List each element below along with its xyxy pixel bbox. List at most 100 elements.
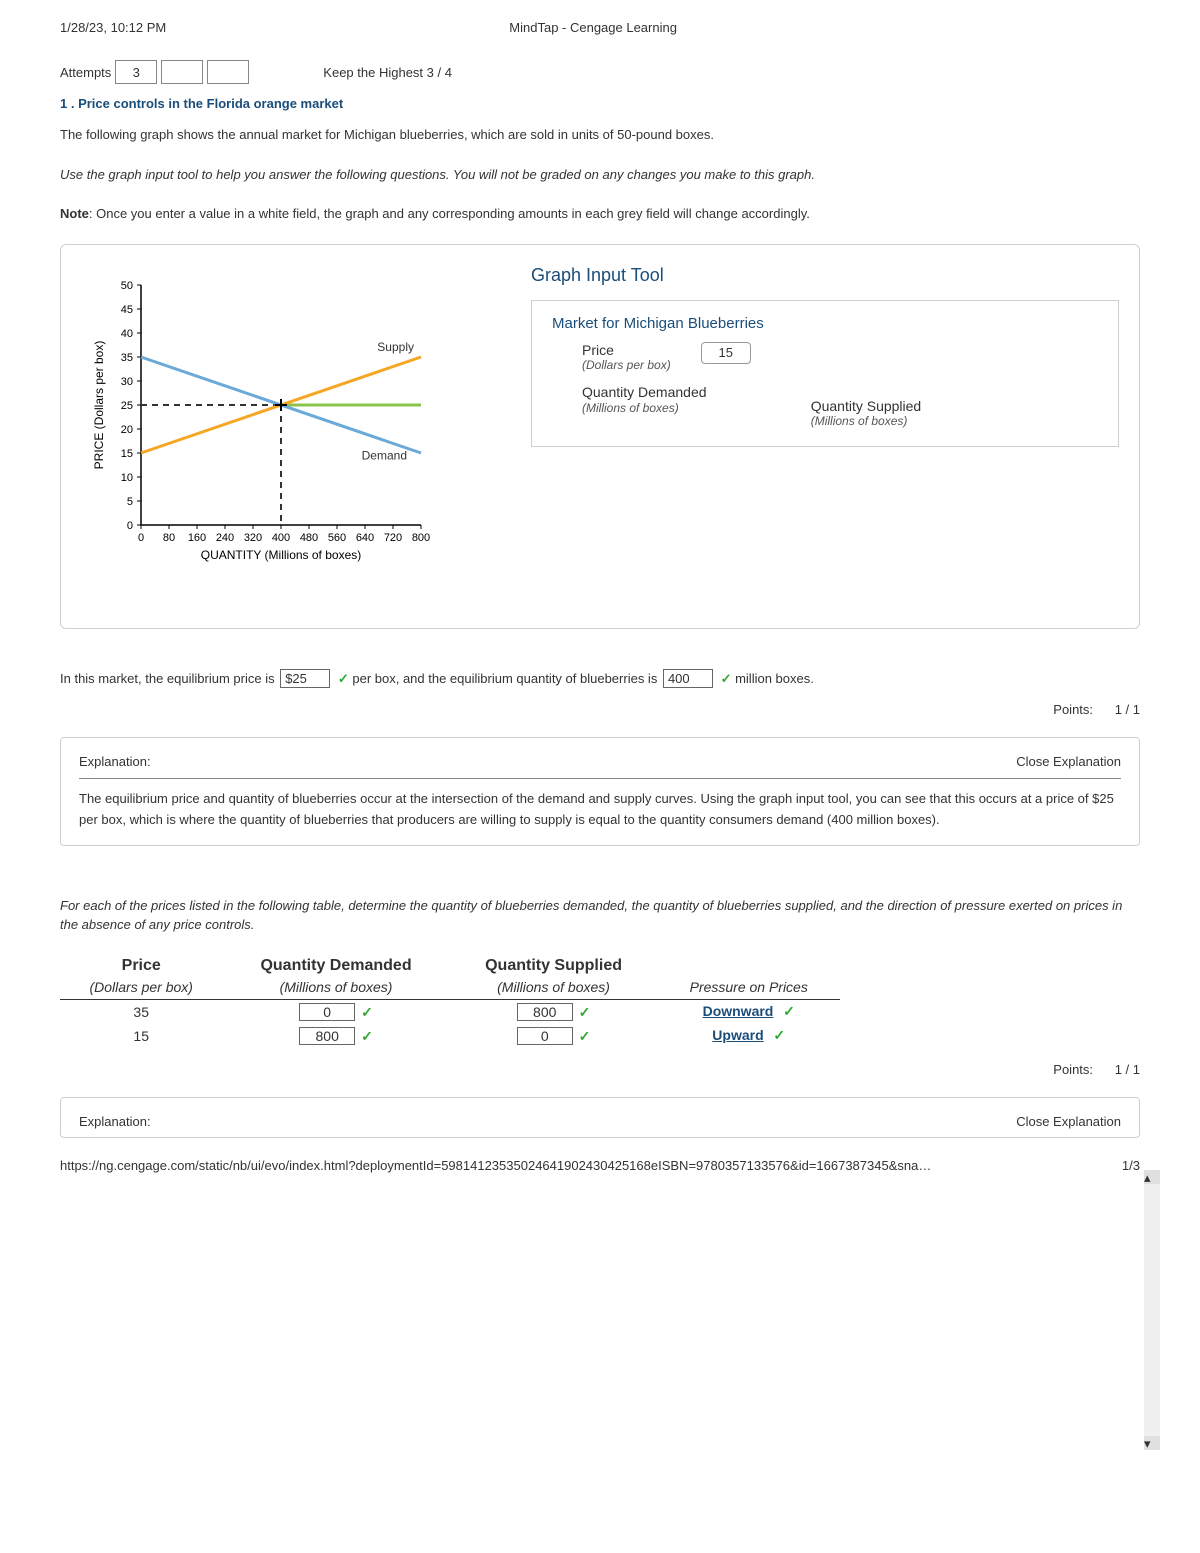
keep-highest-label: Keep the Highest 3 / 4 — [323, 65, 452, 80]
svg-text:320: 320 — [244, 532, 262, 544]
svg-text:Demand: Demand — [362, 448, 407, 462]
th-price-sub: (Dollars per box) — [60, 977, 222, 1000]
check-icon: ✓ — [579, 1004, 591, 1020]
attempts-row: Attempts 3 Keep the Highest 3 / 4 — [60, 60, 1140, 84]
inline-mid: per box, and the equilibrium quantity of… — [352, 671, 661, 686]
check-icon: ✓ — [783, 1003, 795, 1019]
th-qd: Quantity Demanded — [222, 955, 449, 977]
cell-price: 15 — [60, 1024, 222, 1048]
prompt-2: For each of the prices listed in the fol… — [60, 896, 1140, 935]
svg-text:PRICE (Dollars per box): PRICE (Dollars per box) — [92, 340, 106, 469]
svg-text:20: 20 — [121, 424, 133, 436]
svg-text:0: 0 — [127, 520, 133, 532]
eq-qty-input[interactable]: 400 — [663, 669, 713, 688]
pressure-select[interactable]: Upward — [712, 1027, 763, 1043]
question-title: 1 . Price controls in the Florida orange… — [60, 96, 1140, 111]
note-label: Note — [60, 206, 89, 221]
points-label: Points: — [1053, 1062, 1093, 1077]
graph-panel: 0510152025303540455008016024032040048056… — [60, 244, 1140, 629]
attempt-box-3[interactable] — [207, 60, 249, 84]
points-value-1: 1 / 1 — [1115, 702, 1140, 717]
cell-qs-input[interactable]: 0 — [517, 1027, 573, 1045]
cell-price: 35 — [60, 999, 222, 1024]
question-p2: Use the graph input tool to help you ans… — [60, 165, 1140, 185]
attempt-box-1[interactable]: 3 — [115, 60, 157, 84]
question-p1: The following graph shows the annual mar… — [60, 125, 1140, 145]
inline-post: million boxes. — [735, 671, 814, 686]
check-icon: ✓ — [773, 1027, 785, 1043]
check-icon: ✓ — [579, 1028, 591, 1044]
svg-text:35: 35 — [121, 352, 133, 364]
cell-qd-input[interactable]: 800 — [299, 1027, 355, 1045]
table-row: 35 0 ✓ 800 ✓ Downward ✓ — [60, 999, 840, 1024]
footer-url: https://ng.cengage.com/static/nb/ui/evo/… — [60, 1158, 931, 1173]
svg-text:80: 80 — [163, 532, 175, 544]
close-explanation-link[interactable]: Close Explanation — [1016, 752, 1121, 773]
close-explanation-link-2[interactable]: Close Explanation — [1016, 1112, 1121, 1133]
graph-input-tool: Graph Input Tool Market for Michigan Blu… — [531, 265, 1119, 608]
th-qd-sub: (Millions of boxes) — [222, 977, 449, 1000]
question-p3: Note: Once you enter a value in a white … — [60, 204, 1140, 224]
check-icon: ✓ — [338, 671, 349, 686]
qs-label: Quantity Supplied — [811, 398, 922, 415]
qd-label: Quantity Demanded — [582, 384, 751, 401]
svg-text:30: 30 — [121, 376, 133, 388]
cell-qs-input[interactable]: 800 — [517, 1003, 573, 1021]
th-qs-sub: (Millions of boxes) — [450, 977, 658, 1000]
svg-text:480: 480 — [300, 532, 318, 544]
svg-text:800: 800 — [412, 532, 430, 544]
pressure-table: Price Quantity Demanded Quantity Supplie… — [60, 955, 840, 1048]
price-input[interactable]: 15 — [701, 342, 751, 364]
print-footer: https://ng.cengage.com/static/nb/ui/evo/… — [60, 1158, 1140, 1173]
explanation-2: Explanation: Close Explanation — [60, 1097, 1140, 1138]
svg-text:50: 50 — [121, 280, 133, 292]
supply-demand-chart: 0510152025303540455008016024032040048056… — [81, 265, 501, 605]
print-datetime: 1/28/23, 10:12 PM — [60, 20, 166, 35]
points-row-1: Points: 1 / 1 — [60, 702, 1140, 717]
svg-text:720: 720 — [384, 532, 402, 544]
svg-text:25: 25 — [121, 400, 133, 412]
scroll-up-icon[interactable]: ▴ — [1144, 1170, 1160, 1184]
attempt-box-2[interactable] — [161, 60, 203, 84]
svg-text:400: 400 — [272, 532, 290, 544]
th-pressure: Pressure on Prices — [657, 977, 840, 1000]
chart: 0510152025303540455008016024032040048056… — [81, 265, 501, 608]
svg-text:640: 640 — [356, 532, 374, 544]
note-text: : Once you enter a value in a white fiel… — [89, 206, 810, 221]
points-value-2: 1 / 1 — [1115, 1062, 1140, 1077]
tool-title: Graph Input Tool — [531, 265, 1119, 286]
attempts-label: Attempts — [60, 65, 111, 80]
svg-text:10: 10 — [121, 472, 133, 484]
svg-text:0: 0 — [138, 532, 144, 544]
scroll-down-icon[interactable]: ▾ — [1144, 1436, 1160, 1450]
svg-text:45: 45 — [121, 304, 133, 316]
svg-text:15: 15 — [121, 448, 133, 460]
explanation-1: Explanation: Close Explanation The equil… — [60, 737, 1140, 846]
qs-sublabel: (Millions of boxes) — [811, 414, 922, 428]
print-header: 1/28/23, 10:12 PM MindTap - Cengage Lear… — [60, 20, 1140, 35]
price-sublabel: (Dollars per box) — [582, 358, 671, 372]
tool-subtitle: Market for Michigan Blueberries — [552, 315, 1098, 332]
svg-text:560: 560 — [328, 532, 346, 544]
th-price: Price — [60, 955, 222, 977]
eq-price-input[interactable]: $25 — [280, 669, 330, 688]
svg-text:40: 40 — [121, 328, 133, 340]
svg-text:Supply: Supply — [377, 340, 414, 354]
equilibrium-sentence: In this market, the equilibrium price is… — [60, 669, 1140, 688]
explain-body: The equilibrium price and quantity of bl… — [79, 789, 1121, 831]
check-icon: ✓ — [361, 1004, 373, 1020]
svg-text:240: 240 — [216, 532, 234, 544]
cell-qd-input[interactable]: 0 — [299, 1003, 355, 1021]
points-row-2: Points: 1 / 1 — [60, 1062, 1140, 1077]
pressure-select[interactable]: Downward — [703, 1003, 774, 1019]
svg-text:5: 5 — [127, 496, 133, 508]
scrollbar[interactable]: ▴ ▾ — [1144, 1170, 1160, 1450]
check-icon: ✓ — [721, 671, 732, 686]
check-icon: ✓ — [361, 1028, 373, 1044]
price-label: Price — [582, 342, 671, 359]
inline-pre: In this market, the equilibrium price is — [60, 671, 278, 686]
explain2-head-label: Explanation: — [79, 1112, 151, 1133]
print-title: MindTap - Cengage Learning — [509, 20, 677, 35]
explain-head-label: Explanation: — [79, 752, 151, 773]
points-label: Points: — [1053, 702, 1093, 717]
